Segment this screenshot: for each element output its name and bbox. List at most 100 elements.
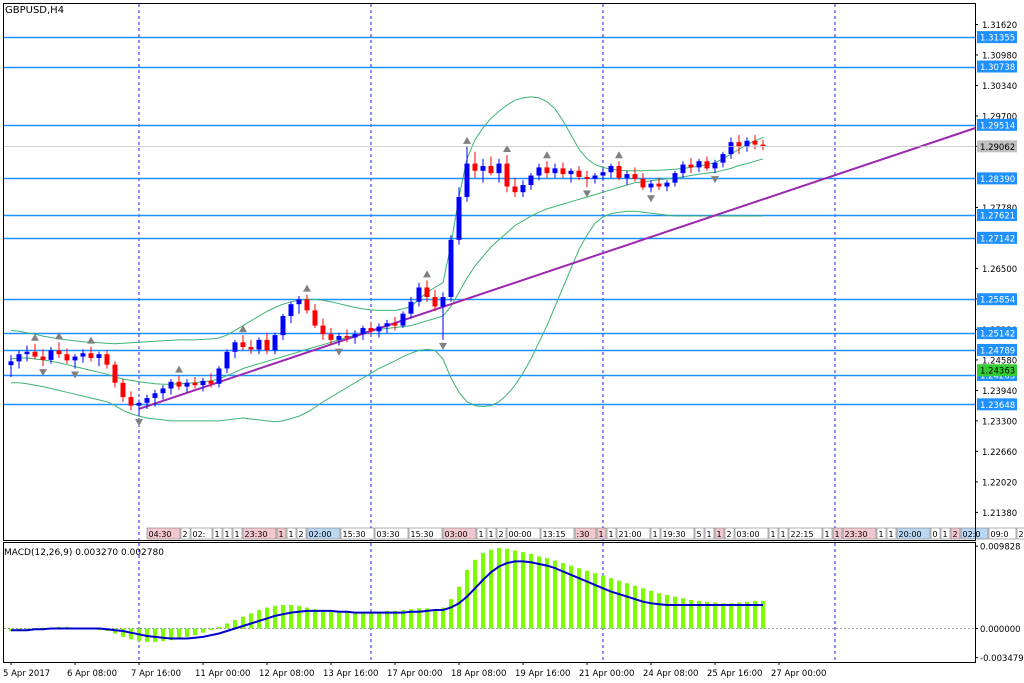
time-strip-label: 1 (825, 530, 830, 539)
time-strip-box (704, 527, 715, 540)
macd-bar (481, 553, 485, 629)
time-strip-box (232, 527, 243, 540)
time-strip-label: 1 (771, 530, 776, 539)
candle-body (560, 168, 566, 175)
candle-body (160, 388, 166, 394)
macd-bar (745, 601, 749, 629)
macd-bar (209, 628, 213, 631)
level-price-label: 1.31355 (980, 34, 1015, 44)
candle-body (208, 380, 214, 384)
macd-bar (393, 610, 397, 629)
time-strip-box (496, 527, 507, 540)
time-tick-label: 18 Apr 08:00 (451, 669, 506, 679)
fractal-up-icon (503, 145, 511, 153)
time-strip-box (242, 527, 277, 540)
time-strip-label: 1 (835, 530, 840, 539)
price-tick-label: 1.30980 (982, 51, 1017, 61)
price-panel[interactable]: 04:30 2 02: 1 1 1 23:30 1 1 2 02:00 15:30 03:30 15:30… (4, 4, 1024, 662)
candlesticks (8, 135, 766, 417)
time-tick-label: 24 Apr 08:00 (643, 669, 698, 679)
level-price-box (977, 118, 1017, 131)
fractal-up-icon (175, 365, 183, 373)
time-strip-label: 1 (215, 530, 220, 539)
time-strip-label: 15:30 (411, 530, 434, 539)
time-strip-box (950, 527, 961, 540)
time-strip-box (340, 527, 375, 540)
time-strip-box (960, 527, 989, 540)
macd-bar (649, 590, 653, 629)
macd-bar (473, 559, 477, 629)
macd-bar (193, 628, 197, 636)
trend-line-layer[interactable] (138, 127, 976, 410)
time-strip-box (180, 527, 191, 540)
vertical-gridlines (138, 4, 836, 662)
candle-body (280, 316, 286, 336)
level-price-label: 1.27621 (980, 212, 1015, 222)
candle-body (232, 342, 238, 352)
time-strip-label: 1 (943, 530, 948, 539)
candle-body (216, 368, 222, 384)
time-tick-label: 25 Apr 16:00 (707, 669, 762, 679)
horizontal-levels[interactable] (4, 36, 975, 406)
candle-body (56, 350, 62, 355)
price-tick-label: 1.26500 (982, 265, 1017, 275)
candle-body (304, 299, 310, 311)
time-strip-label: 2 (499, 530, 504, 539)
fractal-down-icon (439, 342, 447, 350)
candle-body (192, 382, 198, 386)
candle-body (576, 170, 582, 177)
fractal-down-icon (71, 371, 79, 379)
time-strip-label: 20:00 (899, 530, 922, 539)
macd-bar (305, 607, 309, 629)
candle-body (120, 382, 126, 398)
time-tick-label: 19 Apr 16:00 (515, 669, 570, 679)
macd-bar (273, 605, 277, 629)
time-strip-box (222, 527, 233, 540)
macd-signal (11, 560, 763, 640)
macd-bar (561, 563, 565, 629)
macd-bar (385, 610, 389, 629)
candle-body (296, 299, 302, 305)
chart-title: GBPUSD,H4 (5, 5, 64, 16)
macd-bar (25, 628, 29, 630)
price-axis: 1.31620 1.30980 1.30340 1.29700 1.29062 1.277… (4, 21, 1017, 519)
candle-body (664, 182, 670, 187)
bollinger-lower (11, 210, 763, 423)
macd-bar (673, 596, 677, 629)
price-tick-label: 1.27780 (982, 204, 1017, 214)
candle-body (512, 186, 518, 193)
fractal-up-icon (303, 284, 311, 292)
macd-bar (721, 603, 725, 629)
macd-bar (553, 560, 557, 629)
macd-bar (321, 610, 325, 629)
macd-bar (337, 612, 341, 629)
candle-body (368, 327, 374, 332)
time-strip-box (212, 527, 223, 540)
time-strip-box (306, 527, 341, 540)
candle-body (168, 381, 174, 389)
level-price-label: 1.24263 (980, 372, 1015, 382)
candle-body (128, 397, 134, 406)
time-strip-box (988, 527, 1017, 540)
time-strip-box (930, 527, 941, 540)
macd-bar (521, 552, 525, 629)
candle-body (344, 336, 350, 338)
time-strip-box (714, 527, 725, 540)
macd-bar (625, 583, 629, 629)
candle-body (592, 175, 598, 179)
fractal-up-icon (87, 336, 95, 344)
candle-body (584, 176, 590, 179)
macd-bar (177, 628, 181, 639)
macd-bar (609, 578, 613, 629)
macd-bar (505, 548, 509, 629)
candle-body (264, 339, 270, 351)
panel-frames (3, 3, 976, 663)
green-price-label: 1.24363 (980, 367, 1015, 377)
candle-body (464, 163, 470, 197)
candle-body (184, 382, 190, 387)
candle-body (152, 393, 158, 399)
time-tick-label: 12 Apr 08:00 (259, 669, 314, 679)
fractal-down-icon (335, 348, 343, 356)
time-strip-box (276, 527, 287, 540)
